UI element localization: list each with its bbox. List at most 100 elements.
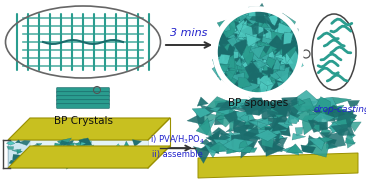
Polygon shape [258, 81, 268, 96]
Polygon shape [137, 150, 146, 154]
Polygon shape [130, 149, 142, 154]
Polygon shape [236, 36, 247, 49]
Polygon shape [227, 27, 235, 37]
Polygon shape [257, 75, 273, 87]
Polygon shape [271, 70, 287, 79]
Polygon shape [251, 40, 266, 58]
Polygon shape [267, 33, 280, 52]
Polygon shape [242, 48, 254, 59]
Polygon shape [258, 107, 266, 115]
Polygon shape [231, 134, 253, 147]
Polygon shape [132, 140, 142, 147]
Polygon shape [15, 140, 21, 143]
Polygon shape [234, 102, 250, 114]
Polygon shape [261, 42, 277, 58]
Polygon shape [269, 50, 286, 64]
Polygon shape [25, 159, 41, 163]
Polygon shape [62, 144, 68, 148]
Polygon shape [240, 34, 251, 48]
Polygon shape [242, 81, 260, 97]
Polygon shape [218, 137, 242, 152]
Polygon shape [290, 40, 296, 44]
Polygon shape [27, 153, 40, 159]
Polygon shape [17, 150, 22, 154]
Polygon shape [253, 40, 266, 51]
Polygon shape [250, 48, 265, 63]
Polygon shape [280, 30, 290, 37]
Polygon shape [251, 19, 255, 23]
Polygon shape [254, 70, 257, 74]
Polygon shape [257, 52, 266, 59]
Polygon shape [256, 22, 272, 38]
Polygon shape [234, 125, 246, 133]
Polygon shape [209, 142, 229, 152]
Polygon shape [254, 16, 265, 29]
Polygon shape [240, 36, 253, 51]
Polygon shape [9, 160, 16, 165]
Polygon shape [326, 132, 346, 149]
Polygon shape [206, 136, 219, 143]
Polygon shape [324, 105, 345, 120]
Polygon shape [230, 20, 242, 33]
Polygon shape [247, 64, 257, 79]
Polygon shape [348, 122, 361, 132]
Polygon shape [234, 99, 247, 109]
Polygon shape [77, 163, 86, 167]
Text: BP Crystals: BP Crystals [53, 116, 112, 126]
Polygon shape [84, 145, 94, 150]
Polygon shape [272, 100, 283, 105]
Polygon shape [287, 71, 292, 75]
Polygon shape [301, 141, 329, 157]
Polygon shape [236, 35, 248, 52]
Polygon shape [267, 12, 272, 17]
Polygon shape [269, 45, 277, 54]
Polygon shape [247, 41, 268, 52]
Polygon shape [253, 87, 262, 94]
Polygon shape [195, 110, 220, 127]
Polygon shape [264, 24, 269, 33]
Polygon shape [242, 10, 268, 21]
Polygon shape [285, 105, 302, 120]
Polygon shape [244, 121, 251, 125]
Polygon shape [251, 40, 266, 50]
Polygon shape [233, 119, 250, 135]
Polygon shape [268, 104, 283, 115]
Polygon shape [240, 42, 259, 65]
Polygon shape [270, 102, 285, 112]
Polygon shape [247, 129, 269, 140]
Polygon shape [337, 109, 357, 127]
Polygon shape [114, 144, 122, 149]
Polygon shape [337, 115, 347, 123]
Polygon shape [312, 137, 327, 145]
Polygon shape [332, 97, 351, 104]
Polygon shape [320, 110, 329, 116]
Polygon shape [299, 98, 305, 105]
Polygon shape [290, 31, 297, 42]
Polygon shape [295, 127, 303, 136]
Polygon shape [323, 110, 335, 122]
Polygon shape [241, 50, 263, 60]
Polygon shape [244, 32, 254, 40]
Polygon shape [325, 138, 336, 145]
Polygon shape [8, 140, 148, 168]
Polygon shape [223, 73, 239, 88]
Polygon shape [112, 150, 123, 157]
Polygon shape [261, 29, 281, 46]
Polygon shape [233, 26, 248, 36]
Polygon shape [219, 64, 229, 72]
Polygon shape [308, 135, 320, 146]
Polygon shape [265, 140, 285, 156]
Polygon shape [212, 127, 230, 136]
Polygon shape [81, 142, 86, 146]
Polygon shape [250, 44, 269, 68]
Polygon shape [246, 43, 260, 57]
Polygon shape [80, 147, 91, 150]
Polygon shape [269, 142, 284, 152]
Polygon shape [257, 50, 264, 55]
Polygon shape [12, 149, 21, 153]
Polygon shape [267, 46, 282, 58]
Polygon shape [278, 54, 289, 68]
Text: BP sponges: BP sponges [228, 98, 288, 108]
Polygon shape [325, 101, 334, 107]
Polygon shape [7, 146, 14, 150]
